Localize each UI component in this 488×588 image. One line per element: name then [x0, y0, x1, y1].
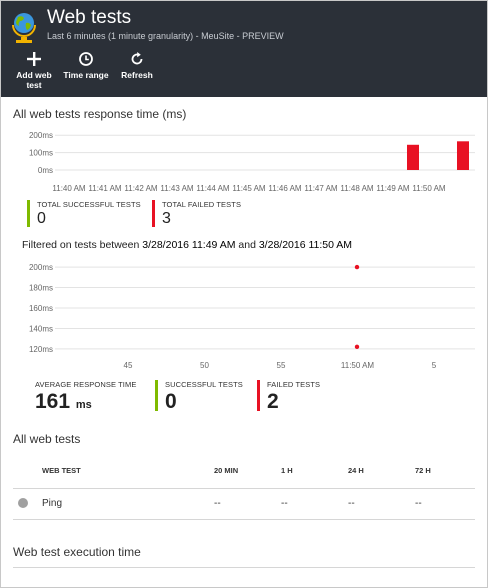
- total-failed-tile[interactable]: TOTAL FAILED TESTS 3: [152, 200, 241, 227]
- total-successful-tile[interactable]: TOTAL SUCCESSFUL TESTS 0: [27, 200, 141, 227]
- page-subtitle: Last 6 minutes (1 minute granularity) - …: [47, 31, 284, 41]
- response-chart-title: All web tests response time (ms): [13, 107, 187, 121]
- x-tick-label: 45: [124, 361, 133, 370]
- average-response-unit: ms: [75, 399, 92, 411]
- execution-time-title: Web test execution time: [13, 545, 141, 559]
- y-tick-label: 0ms: [38, 166, 53, 175]
- filter-end: 3/28/2016 11:50 AM: [258, 239, 353, 251]
- total-successful-label: TOTAL SUCCESSFUL TESTS: [37, 200, 141, 209]
- column-1-h[interactable]: 1 H: [281, 466, 293, 475]
- clock-icon: [79, 52, 93, 66]
- all-tests-title: All web tests: [13, 432, 81, 446]
- add-web-test-label: Add web test: [16, 70, 52, 90]
- x-tick-label: 11:50 AM: [412, 184, 446, 193]
- total-failed-value: 3: [162, 210, 171, 227]
- failed-test-point: [354, 344, 360, 350]
- response-bar: [457, 141, 469, 170]
- value-20-min: --: [214, 498, 221, 509]
- failed-tests-tile[interactable]: FAILED TESTS 2: [257, 380, 321, 413]
- detail-response-chart[interactable]: 200ms 180ms 160ms 140ms 120ms 45 50 55 11:50 AM 5: [13, 258, 475, 372]
- x-tick-label: 11:41 AM: [88, 184, 122, 193]
- total-failed-label: TOTAL FAILED TESTS: [162, 200, 242, 209]
- x-tick-label: 5: [432, 361, 437, 370]
- value-1-h: --: [281, 498, 288, 509]
- response-bar: [407, 144, 419, 170]
- refresh-icon: [131, 52, 143, 65]
- table-bottom-divider: [13, 519, 475, 520]
- status-dot-icon: [18, 498, 28, 508]
- x-tick-label: 11:49 AM: [376, 184, 410, 193]
- x-tick-label: 11:45 AM: [232, 184, 266, 193]
- average-response-tile[interactable]: AVERAGE RESPONSE TIME 161 ms: [35, 380, 136, 414]
- x-tick-label: 11:50 AM: [341, 361, 375, 370]
- y-tick-label: 200ms: [29, 263, 53, 272]
- x-tick-label: 11:47 AM: [304, 184, 338, 193]
- column-24-h[interactable]: 24 H: [348, 466, 364, 475]
- column-20-min[interactable]: 20 MIN: [214, 466, 239, 475]
- plus-icon: [27, 52, 41, 66]
- filter-prefix: Filtered on tests between: [22, 239, 140, 251]
- filter-start: 3/28/2016 11:49 AM: [142, 239, 236, 251]
- x-tick-label: 11:46 AM: [268, 184, 302, 193]
- y-tick-label: 200ms: [29, 131, 53, 140]
- time-range-button[interactable]: Time range: [61, 51, 111, 80]
- average-response-value: 161: [35, 390, 71, 413]
- x-tick-label: 11:43 AM: [160, 184, 194, 193]
- average-response-label: AVERAGE RESPONSE TIME: [35, 380, 137, 389]
- time-range-label: Time range: [63, 70, 109, 80]
- table-header-divider: [13, 488, 475, 489]
- y-tick-label: 100ms: [29, 149, 53, 158]
- column-web-test[interactable]: WEB TEST: [42, 466, 81, 475]
- failed-test-point: [354, 264, 360, 270]
- filter-description: Filtered on tests between 3/28/2016 11:4…: [22, 239, 352, 251]
- x-tick-label: 55: [277, 361, 286, 370]
- web-test-name[interactable]: Ping: [42, 498, 63, 509]
- add-web-test-button[interactable]: Add web test: [12, 51, 56, 90]
- value-24-h: --: [348, 498, 355, 509]
- refresh-label: Refresh: [121, 70, 153, 80]
- y-tick-label: 180ms: [29, 284, 53, 293]
- refresh-button[interactable]: Refresh: [117, 51, 157, 80]
- failed-tests-value: 2: [267, 390, 279, 413]
- y-tick-label: 140ms: [29, 324, 53, 333]
- x-tick-label: 11:40 AM: [52, 184, 86, 193]
- page-title: Web tests: [47, 7, 132, 28]
- globe-icon: [12, 13, 36, 43]
- x-tick-label: 11:42 AM: [124, 184, 158, 193]
- total-successful-value: 0: [37, 210, 46, 227]
- value-72-h: --: [415, 498, 422, 509]
- x-tick-label: 11:48 AM: [340, 184, 374, 193]
- x-tick-label: 50: [200, 361, 209, 370]
- average-response-value-row: 161 ms: [35, 390, 136, 414]
- execution-divider: [13, 567, 475, 568]
- successful-tests-value: 0: [165, 390, 177, 413]
- y-tick-label: 160ms: [29, 304, 53, 313]
- x-tick-label: 11:44 AM: [196, 184, 230, 193]
- y-tick-label: 120ms: [29, 345, 53, 354]
- successful-tests-tile[interactable]: SUCCESSFUL TESTS 0: [155, 380, 243, 413]
- successful-tests-label: SUCCESSFUL TESTS: [165, 380, 243, 389]
- column-72-h[interactable]: 72 H: [415, 466, 431, 475]
- failed-tests-label: FAILED TESTS: [267, 380, 321, 389]
- filter-and: and: [238, 239, 256, 251]
- blade-header: Web tests Last 6 minutes (1 minute granu…: [1, 1, 487, 97]
